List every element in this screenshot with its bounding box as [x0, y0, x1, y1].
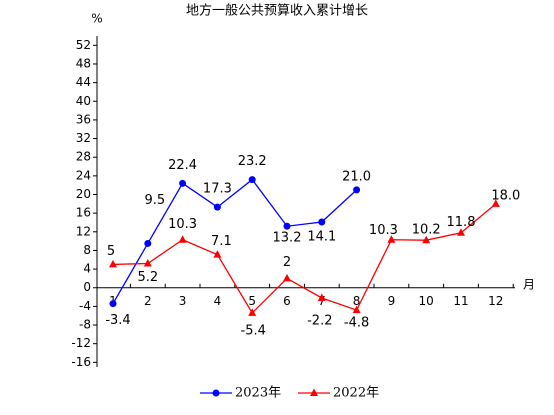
y-tick-label: 32 [76, 131, 91, 145]
y-tick-label: -16 [71, 355, 91, 369]
y-tick-label: 40 [76, 94, 91, 108]
y-tick-label: 44 [76, 75, 91, 89]
y-tick-label: -4 [79, 299, 91, 313]
legend-label: 2022年 [333, 386, 379, 401]
data-label: -3.4 [105, 313, 130, 328]
y-tick-label: 48 [76, 56, 91, 70]
data-label: 10.3 [168, 217, 197, 232]
y-tick-label: 12 [76, 224, 91, 238]
point [143, 259, 152, 267]
y-tick-label: -8 [79, 318, 91, 332]
point [457, 228, 465, 236]
y-tick-label: -12 [71, 336, 91, 350]
data-label: 7.1 [211, 234, 232, 249]
data-label: -5.4 [241, 323, 266, 338]
data-label: 11.8 [447, 215, 476, 230]
y-tick-label: 16 [76, 206, 91, 220]
y-tick-label: 4 [83, 262, 91, 276]
point [178, 235, 187, 243]
x-tick-label: 10 [419, 294, 434, 308]
y-tick-label: 0 [83, 280, 91, 294]
data-label: 21.0 [342, 169, 371, 184]
y-tick-label: 28 [76, 150, 91, 164]
data-label: 17.3 [203, 182, 232, 197]
y-tick-label: 20 [76, 187, 91, 201]
y-tick-label: 24 [76, 168, 91, 182]
x-tick-label: 2 [144, 294, 152, 308]
data-label: 9.5 [144, 193, 165, 208]
point [422, 235, 431, 244]
point [213, 203, 221, 211]
data-label: 2 [283, 255, 291, 270]
x-axis-label: 月 [523, 278, 535, 292]
point [179, 179, 187, 187]
x-tick-label: 3 [179, 294, 187, 308]
data-label: -2.2 [307, 314, 332, 329]
x-tick-label: 6 [283, 294, 291, 308]
point [317, 293, 326, 302]
x-tick-label: 8 [353, 294, 361, 308]
point [109, 259, 117, 268]
y-tick-label: 36 [76, 112, 91, 126]
point [109, 300, 117, 308]
point [387, 235, 396, 243]
data-label: -4.8 [344, 316, 369, 331]
data-label: 10.2 [412, 223, 441, 238]
point [212, 389, 220, 397]
point [248, 308, 257, 316]
point [352, 305, 361, 314]
data-label: 14.1 [307, 230, 336, 245]
data-label: 22.4 [168, 158, 197, 173]
data-label: 13.2 [273, 231, 302, 246]
data-label: 18.0 [491, 188, 520, 203]
x-tick-label: 11 [453, 294, 468, 308]
y-tick-label: 52 [76, 38, 91, 52]
point [318, 218, 326, 226]
data-label: 5 [107, 244, 115, 259]
chart-title: 地方一般公共预算收入累计增长 [186, 3, 368, 19]
x-tick-label: 7 [318, 294, 326, 308]
point [283, 273, 291, 282]
point [491, 199, 500, 207]
point [144, 239, 152, 247]
data-label: 23.2 [238, 154, 267, 169]
legend-label: 2023年 [235, 386, 281, 401]
y-tick-label: 8 [83, 243, 91, 257]
x-tick-label: 12 [488, 294, 503, 308]
x-tick-label: 5 [248, 294, 256, 308]
series-line [112, 178, 358, 304]
point [213, 250, 222, 258]
point [248, 176, 256, 184]
data-label: 5.2 [137, 270, 158, 285]
x-tick-label: 9 [388, 294, 396, 308]
data-label: 10.3 [369, 223, 398, 238]
y-axis-label: % [91, 12, 102, 26]
series-line [112, 203, 497, 314]
point [310, 388, 318, 396]
x-tick-label: 4 [214, 294, 222, 308]
point [283, 222, 291, 230]
point [353, 186, 361, 194]
